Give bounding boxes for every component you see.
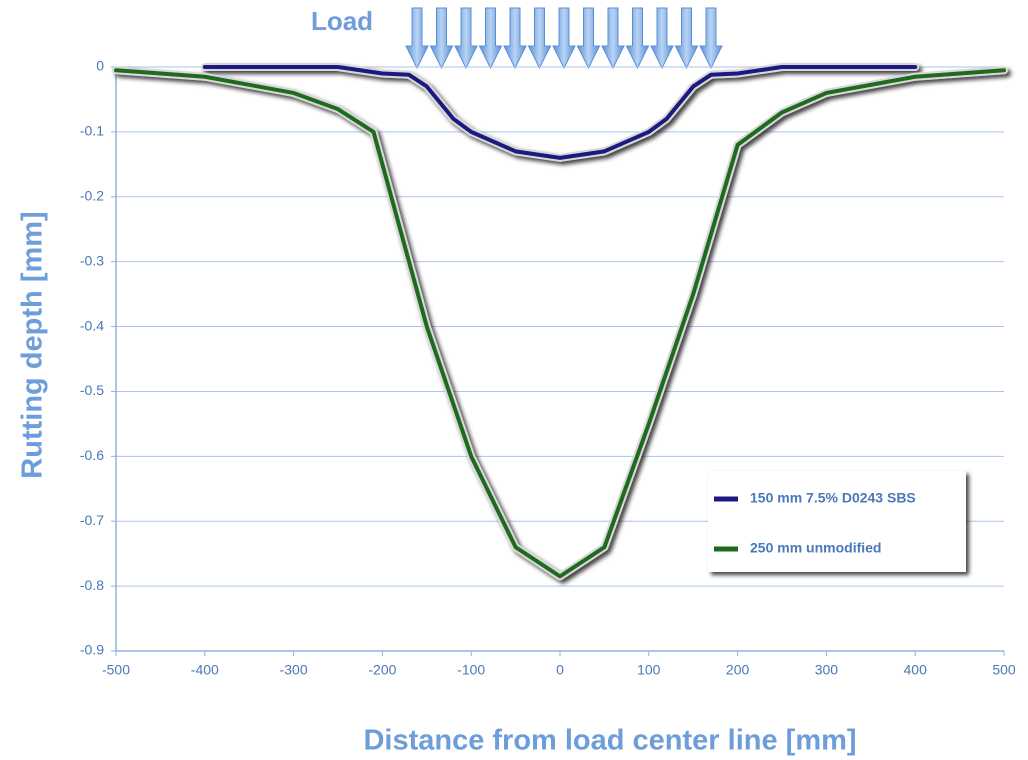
y-tick-label: -0.2 [80, 187, 104, 203]
arrow [527, 7, 552, 70]
x-axis-title: Distance from load center line [mm] [363, 725, 856, 757]
y-tick-label: -0.1 [80, 123, 104, 139]
x-tick-label: -300 [280, 662, 308, 678]
arrow [478, 7, 503, 70]
series-line [202, 65, 918, 160]
arrow [601, 7, 625, 70]
x-tick-label: 400 [904, 662, 928, 678]
x-tick-label: 0 [556, 662, 564, 678]
load-label: Load [311, 6, 373, 36]
series-line [114, 68, 1006, 579]
arrow [576, 7, 601, 70]
x-tick-label: -200 [368, 662, 396, 678]
series-line-halo [200, 63, 920, 162]
x-tick-label: 200 [726, 662, 750, 678]
x-tick-label: -500 [102, 662, 130, 678]
y-tick-label: -0.7 [80, 512, 104, 528]
arrow [405, 7, 429, 70]
y-tick-label: -0.5 [80, 382, 104, 398]
arrow [674, 7, 699, 70]
x-tick-label: 300 [815, 662, 839, 678]
x-tick-label: 500 [992, 662, 1016, 678]
y-tick-label: -0.4 [80, 317, 104, 333]
arrow [699, 7, 723, 70]
y-tick-label: -0.6 [80, 447, 104, 463]
y-tick-label: -0.3 [80, 252, 104, 268]
x-tick-label: 100 [637, 662, 661, 678]
legend-label: 250 mm unmodified [750, 540, 881, 556]
legend-label: 150 mm 7.5% D0243 SBS [750, 490, 916, 506]
arrow [454, 7, 478, 70]
y-tick-label: -0.9 [80, 642, 104, 658]
x-tick-label: -400 [191, 662, 219, 678]
legend-box [708, 471, 966, 572]
y-axis-title: Rutting depth [mm] [17, 211, 49, 478]
load-arrows [405, 7, 723, 70]
arrow [625, 7, 650, 70]
arrow [552, 7, 576, 70]
arrow [429, 7, 454, 70]
x-tick-label: -100 [457, 662, 485, 678]
y-tick-label: -0.8 [80, 577, 104, 593]
arrow [503, 7, 527, 70]
y-tick-label: 0 [96, 58, 104, 74]
arrow [650, 7, 674, 70]
